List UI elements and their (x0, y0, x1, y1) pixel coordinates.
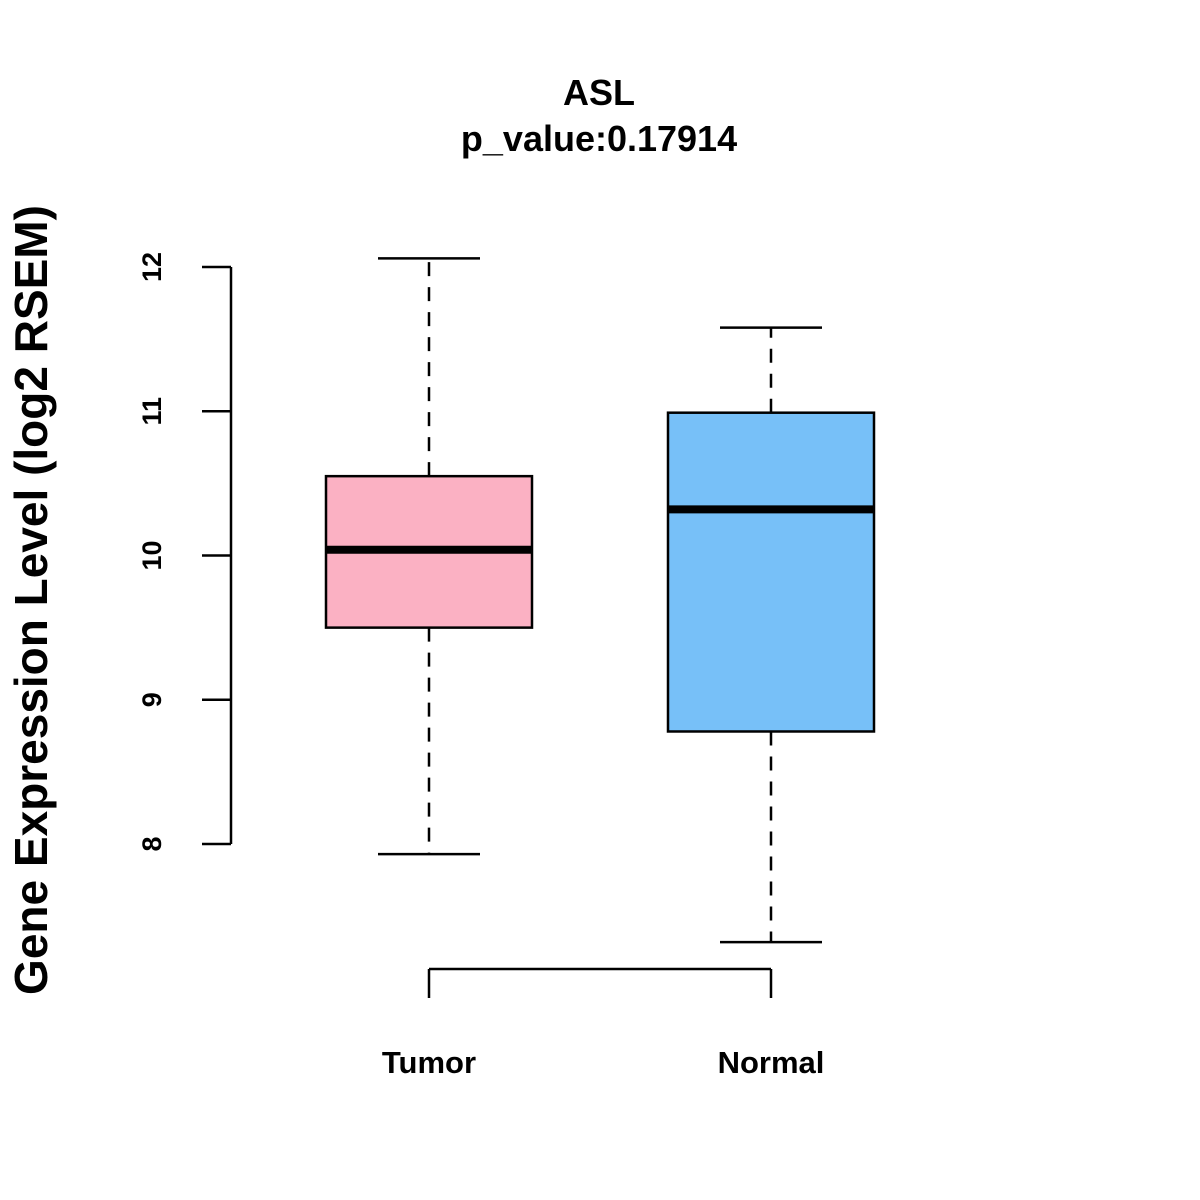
y-tick-label: 12 (137, 252, 167, 282)
iqr-box (666, 411, 876, 733)
x-category-label: Normal (718, 1045, 825, 1080)
x-category-label: Tumor (382, 1045, 476, 1080)
y-tick-label: 10 (137, 540, 167, 570)
box-tumor (324, 257, 534, 856)
y-axis-label: Gene Expression Level (log2 RSEM) (5, 205, 57, 995)
chart-title: ASL (563, 72, 635, 113)
box-normal (666, 326, 876, 944)
chart-title-group: ASL p_value:0.17914 (461, 72, 737, 159)
x-axis: Tumor Normal (382, 967, 825, 1080)
y-axis: 8 9 10 11 12 (137, 252, 233, 852)
y-tick-label: 9 (137, 692, 167, 707)
y-tick-label: 11 (137, 397, 167, 426)
boxes-layer (324, 257, 876, 944)
y-tick-label: 8 (137, 836, 167, 851)
chart-subtitle: p_value:0.17914 (461, 118, 737, 159)
